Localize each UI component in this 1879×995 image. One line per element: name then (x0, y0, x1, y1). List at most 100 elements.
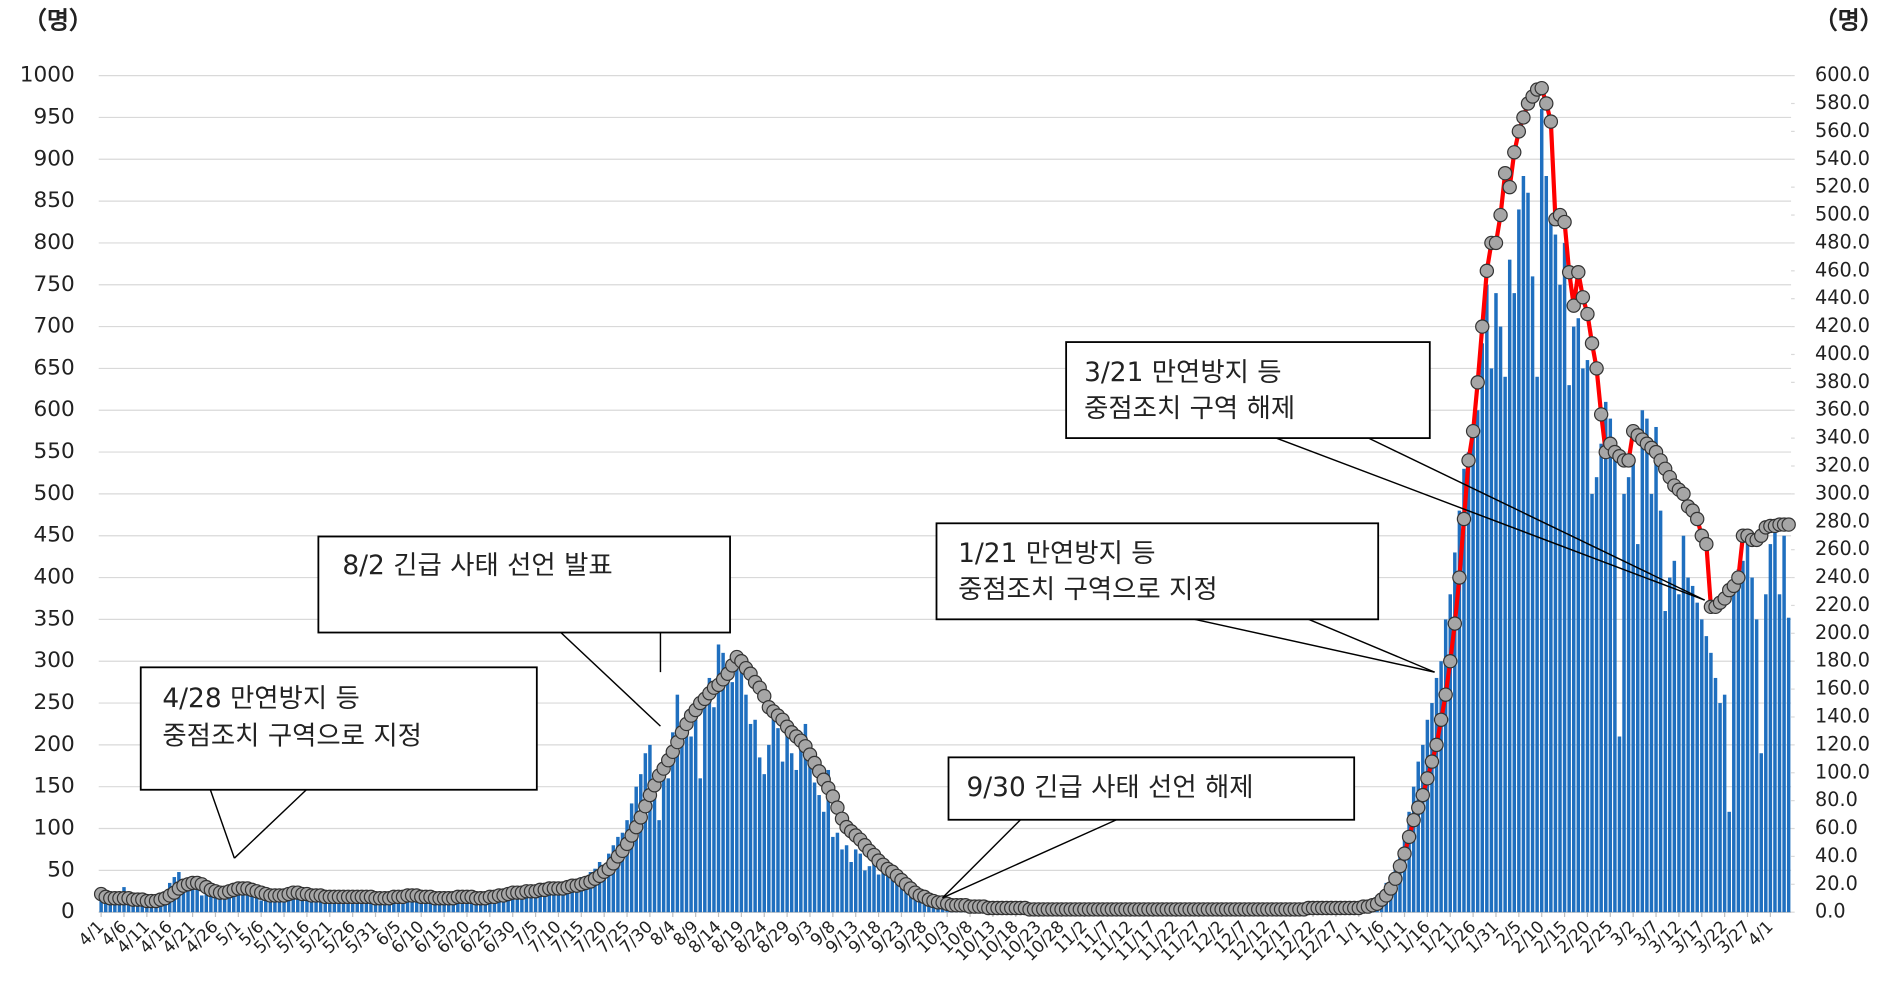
bar (803, 723, 808, 913)
bar (296, 893, 300, 913)
leader-line (209, 789, 236, 859)
y2-tick-label: 400.0 (1815, 342, 1870, 365)
bar (1700, 619, 1704, 913)
bar (908, 895, 913, 913)
line-marker (1507, 145, 1522, 160)
y2-tick-label: 540.0 (1815, 147, 1870, 170)
y-tick-label: 900 (34, 146, 75, 171)
bar (328, 898, 332, 913)
bar (1530, 276, 1535, 913)
bar (684, 711, 689, 913)
bar (529, 890, 533, 913)
bar (364, 897, 369, 913)
bar (607, 853, 611, 913)
annotation-text: 중점조치 구역 해제 (1084, 393, 1295, 424)
line-marker (1488, 235, 1504, 251)
bar (1553, 234, 1558, 913)
bar (1549, 217, 1553, 913)
annotation-text: 중점조치 구역으로 지정 (162, 720, 422, 751)
y2-tick-label: 440.0 (1815, 286, 1870, 309)
y-tick-label: 100 (34, 816, 75, 841)
bar (300, 898, 305, 913)
bar (817, 795, 821, 913)
bar (872, 861, 876, 913)
line-marker (1497, 166, 1513, 181)
bar (1471, 435, 1475, 913)
bar (181, 887, 186, 913)
bar (675, 694, 680, 913)
bar (831, 836, 835, 913)
y-tick-label: 500 (34, 481, 75, 506)
bar (1754, 619, 1759, 913)
bar (748, 723, 753, 913)
bar (1645, 418, 1649, 913)
bar (652, 795, 657, 913)
y2-tick-label: 580.0 (1815, 91, 1870, 114)
line-marker (1580, 306, 1595, 322)
bar (648, 744, 652, 913)
bar (1736, 569, 1741, 913)
bar (135, 903, 140, 913)
bar (506, 895, 510, 913)
callout-box (139, 666, 538, 791)
annotation-text: 3/21 만연방지 등 (1084, 357, 1281, 388)
bar (268, 893, 273, 913)
bar (1457, 510, 1462, 913)
line-marker (1690, 511, 1705, 527)
bar (1677, 594, 1681, 913)
y2-tick-label: 300.0 (1815, 481, 1870, 504)
bar (1411, 786, 1416, 913)
bar (858, 853, 863, 913)
bar (286, 892, 291, 913)
line-marker (1465, 423, 1481, 439)
bar (616, 836, 620, 913)
y2-tick-label: 600.0 (1815, 63, 1870, 86)
bar (1498, 326, 1503, 913)
bar (1773, 531, 1777, 913)
bar (611, 845, 616, 913)
y2-tick-label: 220.0 (1815, 593, 1870, 616)
line-marker (1511, 124, 1527, 139)
line-marker (1781, 517, 1796, 532)
y2-tick-label: 260.0 (1815, 537, 1870, 560)
bar (332, 897, 337, 913)
bar (350, 897, 355, 913)
bar (1668, 577, 1672, 913)
bar (744, 694, 748, 913)
line-marker (1397, 846, 1412, 861)
line-marker (1406, 812, 1421, 828)
bar (1430, 703, 1434, 913)
bar (222, 893, 227, 913)
bar (1434, 677, 1439, 913)
leader-line (233, 789, 307, 859)
bar (1745, 531, 1750, 913)
bar (273, 898, 277, 913)
bar (533, 892, 538, 913)
y-tick-label: 400 (34, 565, 75, 590)
bar (712, 707, 716, 913)
bar (355, 898, 359, 913)
bar (794, 769, 799, 913)
bar (543, 893, 547, 913)
y2-tick-label: 480.0 (1815, 230, 1870, 253)
bar (1535, 376, 1539, 913)
y2-tick-label: 60.0 (1815, 816, 1858, 839)
bar (1453, 552, 1457, 913)
bar (213, 887, 218, 913)
line-marker (1420, 771, 1435, 786)
line-marker (1557, 214, 1572, 230)
bar (1695, 602, 1699, 913)
bar (373, 898, 378, 913)
annotation-text: 8/2 긴급 사태 선언 발표 (342, 550, 612, 581)
bar (588, 872, 593, 913)
bar (1480, 343, 1484, 913)
bar (735, 661, 739, 913)
y2-tick-label: 180.0 (1815, 649, 1870, 672)
bar (849, 861, 853, 913)
bar (881, 866, 885, 913)
line-marker (1452, 570, 1467, 585)
bar (757, 757, 762, 913)
bar (1613, 452, 1617, 913)
y2-tick-label: 240.0 (1815, 565, 1870, 588)
bar (1599, 443, 1603, 913)
